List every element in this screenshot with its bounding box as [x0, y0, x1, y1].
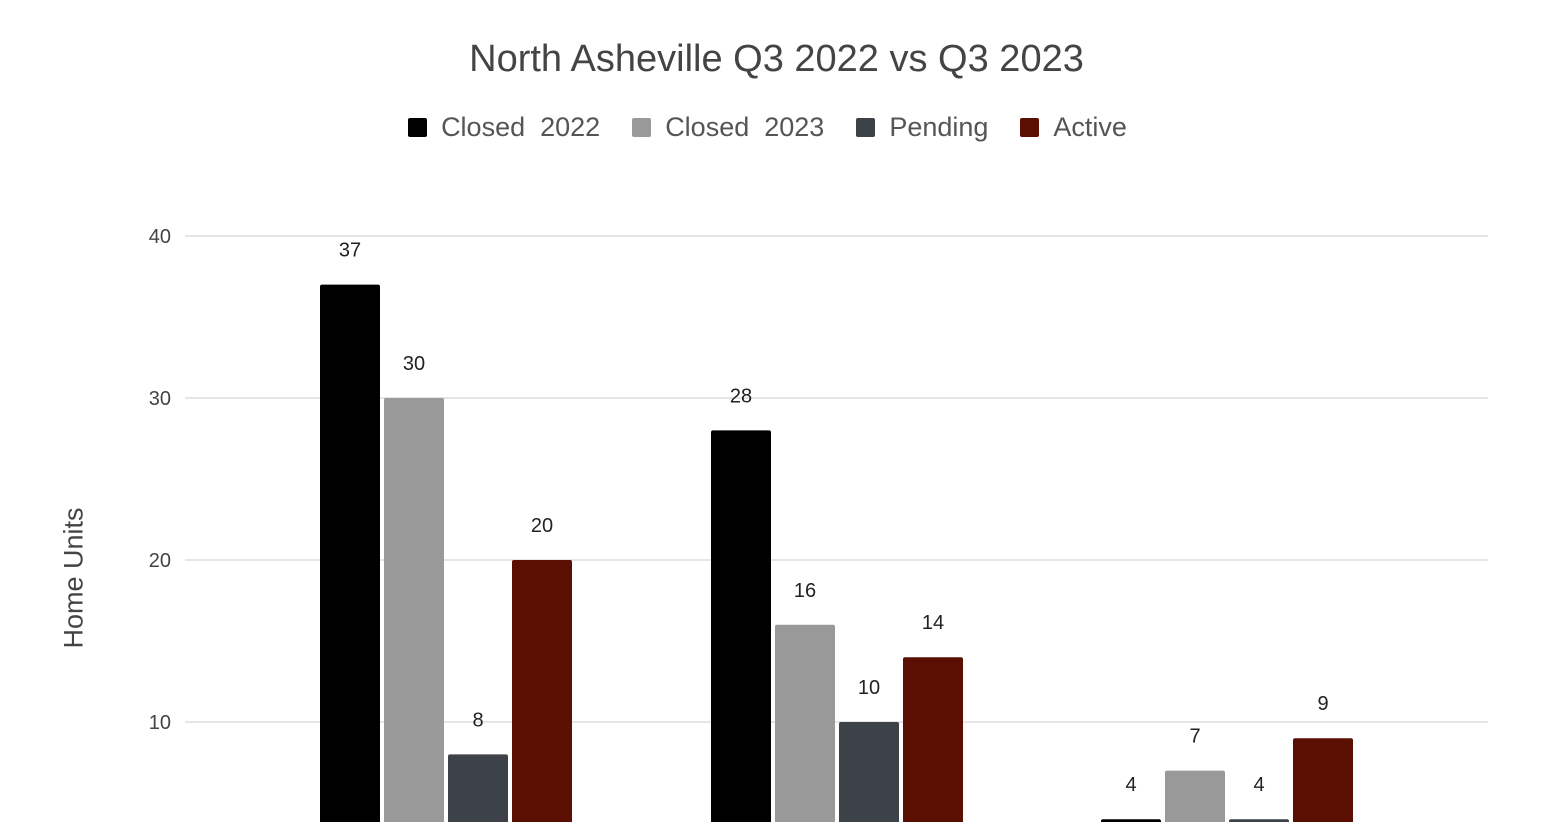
y-axis-ticks: 10 20 30 40	[149, 226, 171, 734]
bar-closed-2023-1[interactable]	[775, 624, 835, 822]
data-label: 9	[1317, 693, 1328, 715]
legend-swatch-pending	[856, 118, 876, 137]
legend-label-active: Active	[1053, 112, 1127, 142]
y-tick-label: 20	[149, 550, 171, 572]
legend-swatch-active	[1020, 118, 1040, 137]
bar-active-0[interactable]	[512, 560, 572, 822]
data-label: 30	[403, 353, 425, 375]
data-label: 37	[339, 240, 361, 262]
legend-item-pending[interactable]: Pending	[856, 112, 988, 143]
y-tick-label: 30	[149, 388, 171, 410]
legend-label-pending: Pending	[889, 112, 989, 142]
bar-closed-2023-0[interactable]	[384, 398, 444, 822]
bar-closed-2022-1[interactable]	[711, 430, 771, 822]
data-label: 4	[1253, 774, 1264, 796]
y-tick-label: 40	[149, 226, 171, 248]
gridlines	[185, 235, 1488, 723]
data-label: 14	[922, 612, 944, 634]
bar-closed-2022-0[interactable]	[320, 284, 380, 822]
data-label: 7	[1189, 726, 1200, 748]
data-label: 16	[794, 580, 816, 602]
bar-pending-0[interactable]	[448, 754, 508, 822]
y-tick-label: 10	[149, 712, 171, 734]
bar-active-1[interactable]	[903, 657, 963, 822]
data-label: 20	[531, 515, 553, 537]
data-label: 28	[730, 385, 752, 407]
bar-closed-2023-2[interactable]	[1165, 770, 1225, 822]
legend: Closed 2022 Closed 2023 Pending Active	[0, 112, 1535, 143]
legend-swatch-closed-2023	[632, 118, 652, 137]
data-label: 10	[858, 677, 880, 699]
bars	[320, 284, 1353, 822]
legend-label-closed-2022: Closed 2022	[441, 112, 601, 142]
data-label: 4	[1125, 774, 1136, 796]
bar-closed-2022-2[interactable]	[1101, 819, 1161, 822]
data-labels: 37 28 4 30 16 7 8 10 4 20 14 9	[339, 240, 1329, 797]
legend-swatch-closed-2022	[408, 118, 428, 137]
legend-label-closed-2023: Closed 2023	[665, 112, 825, 142]
legend-item-closed-2023[interactable]: Closed 2023	[632, 112, 824, 143]
data-label: 8	[472, 709, 483, 731]
bar-pending-1[interactable]	[839, 722, 899, 822]
bar-pending-2[interactable]	[1229, 819, 1289, 822]
legend-item-active[interactable]: Active	[1020, 112, 1127, 143]
legend-item-closed-2022[interactable]: Closed 2022	[408, 112, 600, 143]
bar-active-2[interactable]	[1293, 738, 1353, 822]
chart-title: North Asheville Q3 2022 vs Q3 2023	[469, 38, 1084, 80]
